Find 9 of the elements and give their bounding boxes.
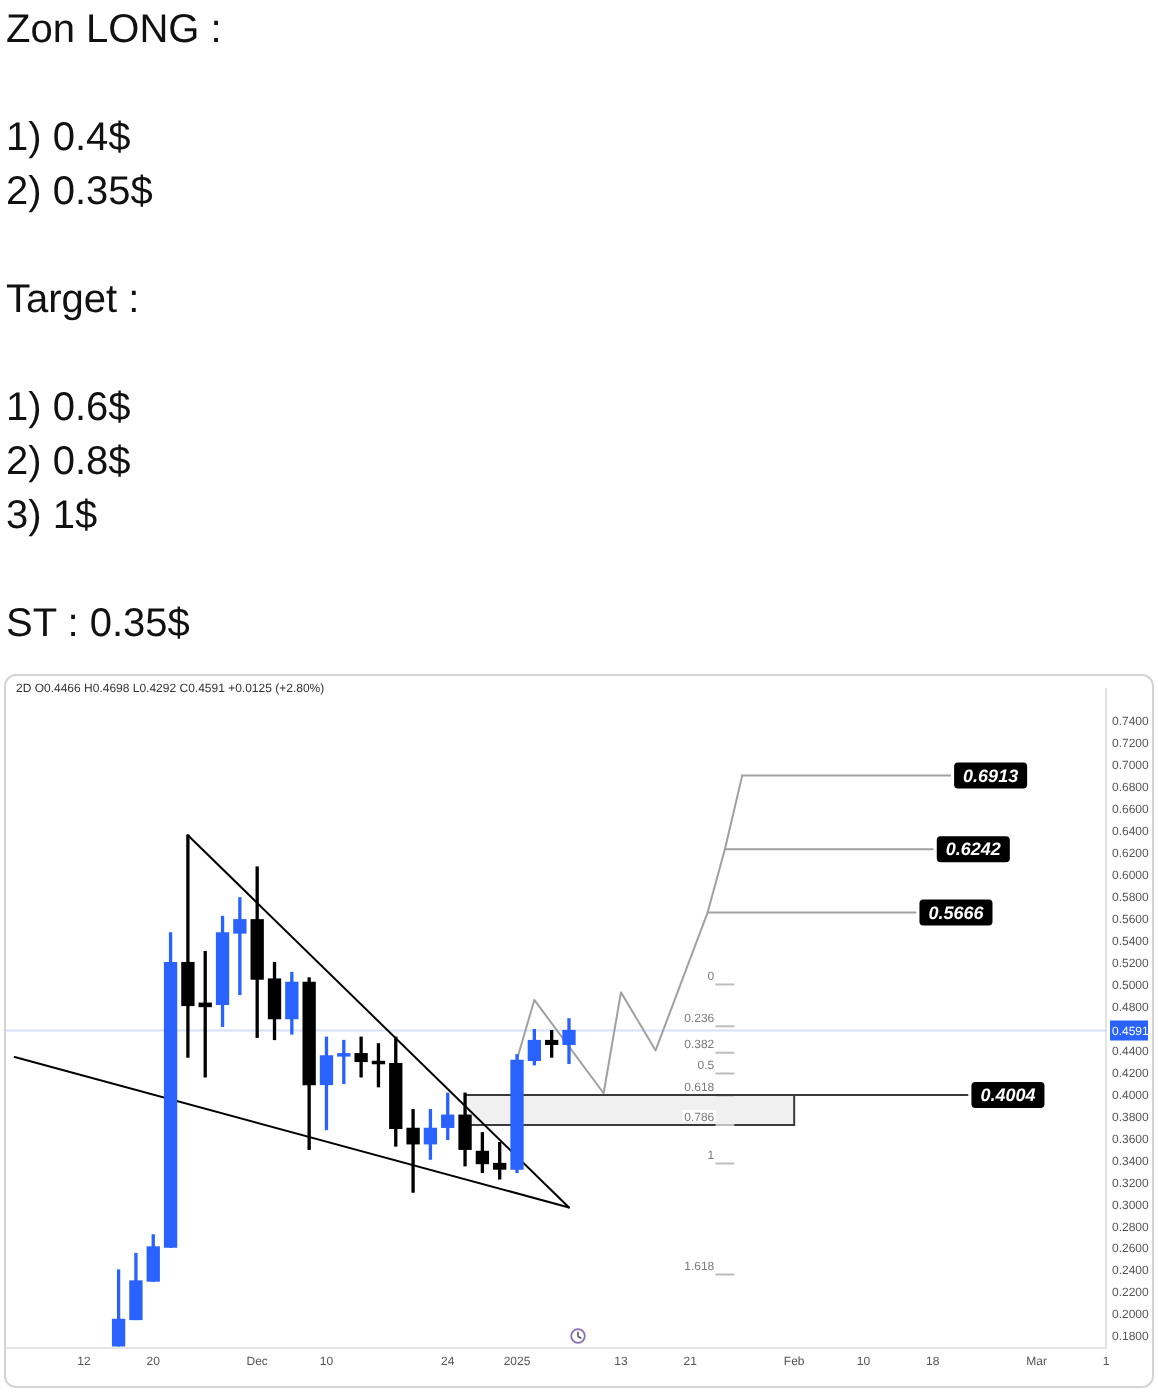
chart-title: Zon LONG : <box>6 6 222 56</box>
data-label: 0.6913 <box>963 765 1019 786</box>
text: ST : 0.35$ <box>6 600 192 650</box>
text: 1) 0.6$ 2) 0.8$ 3) 1$ <box>6 384 133 542</box>
data-label: 0.5666 <box>928 902 986 923</box>
text: 1) 0.4$ 2) 0.35$ <box>6 114 155 218</box>
text: Target : <box>6 276 142 326</box>
data-label: 0.4004 <box>980 1084 1036 1105</box>
data-label: 0.6242 <box>945 839 1001 860</box>
